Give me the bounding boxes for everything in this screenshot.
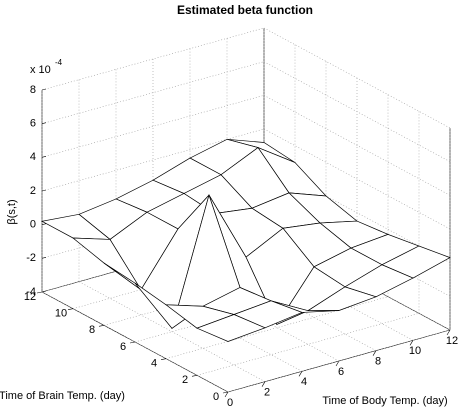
z-multiplier-exponent: -4	[55, 58, 63, 67]
z-tick-label: 4	[30, 151, 36, 163]
y-tick-label: 6	[120, 341, 126, 353]
x-axis-label: Time of Body Temp. (day)	[322, 395, 447, 407]
tick-mark	[41, 88, 47, 91]
y-tick-label: 12	[24, 291, 36, 303]
z-tick-label: 0	[30, 219, 36, 231]
tick-mark	[191, 375, 198, 377]
y-tick-label: 8	[89, 324, 95, 336]
surface-patch	[196, 314, 266, 342]
z-tick-label: -2	[26, 252, 36, 264]
tick-mark	[41, 189, 47, 192]
tick-mark	[36, 291, 43, 294]
tick-mark	[67, 308, 74, 310]
y-axis-label: Time of Brain Temp. (day)	[0, 390, 125, 402]
grid-line	[41, 27, 265, 91]
tick-mark	[222, 391, 229, 394]
tick-mark	[446, 329, 451, 336]
x-tick-label: 6	[338, 366, 344, 378]
tick-mark	[224, 391, 229, 398]
tick-mark	[41, 257, 47, 259]
x-tick-label: 8	[375, 356, 381, 368]
grid-line	[263, 61, 451, 162]
tick-mark	[41, 290, 47, 293]
tick-mark	[41, 156, 47, 158]
x-tick-label: 4	[301, 376, 307, 388]
y-tick-label: 10	[55, 308, 67, 320]
tick-mark	[41, 122, 47, 124]
grid-line	[263, 162, 451, 263]
grid-line	[263, 27, 451, 129]
y-tick-label: 2	[182, 374, 188, 386]
tick-mark	[129, 341, 136, 344]
grid-line	[263, 95, 451, 196]
z-axis-label: β(s,t)	[6, 199, 18, 224]
tick-mark	[298, 371, 303, 377]
grid-line	[227, 329, 451, 393]
x-tick-label: 10	[409, 345, 421, 357]
z-tick-label: 6	[30, 118, 36, 130]
tick-mark	[160, 358, 167, 360]
grid-line	[165, 296, 389, 359]
grid-line	[41, 61, 265, 124]
z-tick-label: 2	[30, 185, 36, 197]
tick-mark	[261, 381, 266, 387]
y-tick-label: 0	[213, 391, 219, 403]
grid-line	[41, 95, 265, 158]
tick-mark	[98, 325, 105, 327]
z-multiplier: x 10	[30, 64, 51, 76]
tick-mark	[409, 340, 414, 346]
tick-mark	[335, 360, 340, 367]
tick-mark	[372, 350, 377, 356]
grid-line	[196, 313, 420, 376]
z-tick-label: -4	[26, 286, 36, 298]
grid-line	[78, 281, 266, 382]
x-tick-label: 2	[264, 387, 270, 399]
x-tick-label: 12	[446, 335, 458, 347]
x-tick-label: 0	[227, 397, 233, 409]
y-tick-label: 4	[151, 358, 157, 370]
grid-line	[263, 128, 451, 230]
z-tick-label: 8	[30, 84, 36, 96]
tick-mark	[41, 223, 47, 225]
chart-title: Estimated beta function	[177, 3, 313, 17]
